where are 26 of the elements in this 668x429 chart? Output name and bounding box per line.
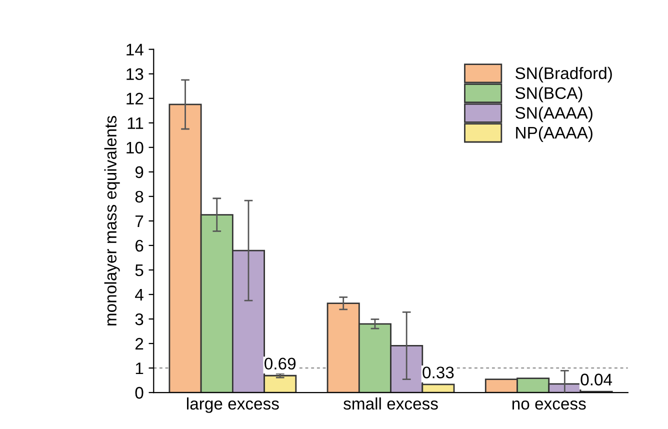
y-tick-label: 14 <box>126 44 144 56</box>
y-tick-label: 5 <box>135 264 144 276</box>
legend-label: SN(AAAA) <box>516 106 592 122</box>
y-tick-label: 3 <box>135 313 144 326</box>
y-tick-label: 4 <box>135 289 144 301</box>
y-tick-label: 1 <box>136 362 144 374</box>
y-tick-label: 13 <box>126 68 144 80</box>
y-axis-title: monolayer mass equivalents <box>104 116 120 326</box>
x-tick-label: small excess <box>344 397 438 410</box>
y-tick-label: 8 <box>135 190 144 203</box>
data-label: 0.33 <box>422 366 454 378</box>
y-tick-label: 2 <box>135 338 144 350</box>
legend-label: NP(AAAA) <box>516 126 592 142</box>
data-label: 0.04 <box>580 374 612 386</box>
y-tick-label: 10 <box>126 142 144 154</box>
legend-label: SN(BCA) <box>516 86 582 102</box>
data-label: 0.69 <box>264 358 296 370</box>
y-tick-label: 0 <box>135 386 144 399</box>
y-tick-label: 7 <box>136 216 144 227</box>
x-tick-label: no excess <box>512 400 586 410</box>
y-tick-label: 12 <box>126 92 144 104</box>
x-tick-label: large excess <box>187 397 279 413</box>
y-tick-label: 6 <box>135 240 144 252</box>
y-tick-label: 9 <box>135 166 144 178</box>
legend-label: SN(Bradford) <box>516 66 612 82</box>
y-tick-label: 11 <box>128 117 144 129</box>
